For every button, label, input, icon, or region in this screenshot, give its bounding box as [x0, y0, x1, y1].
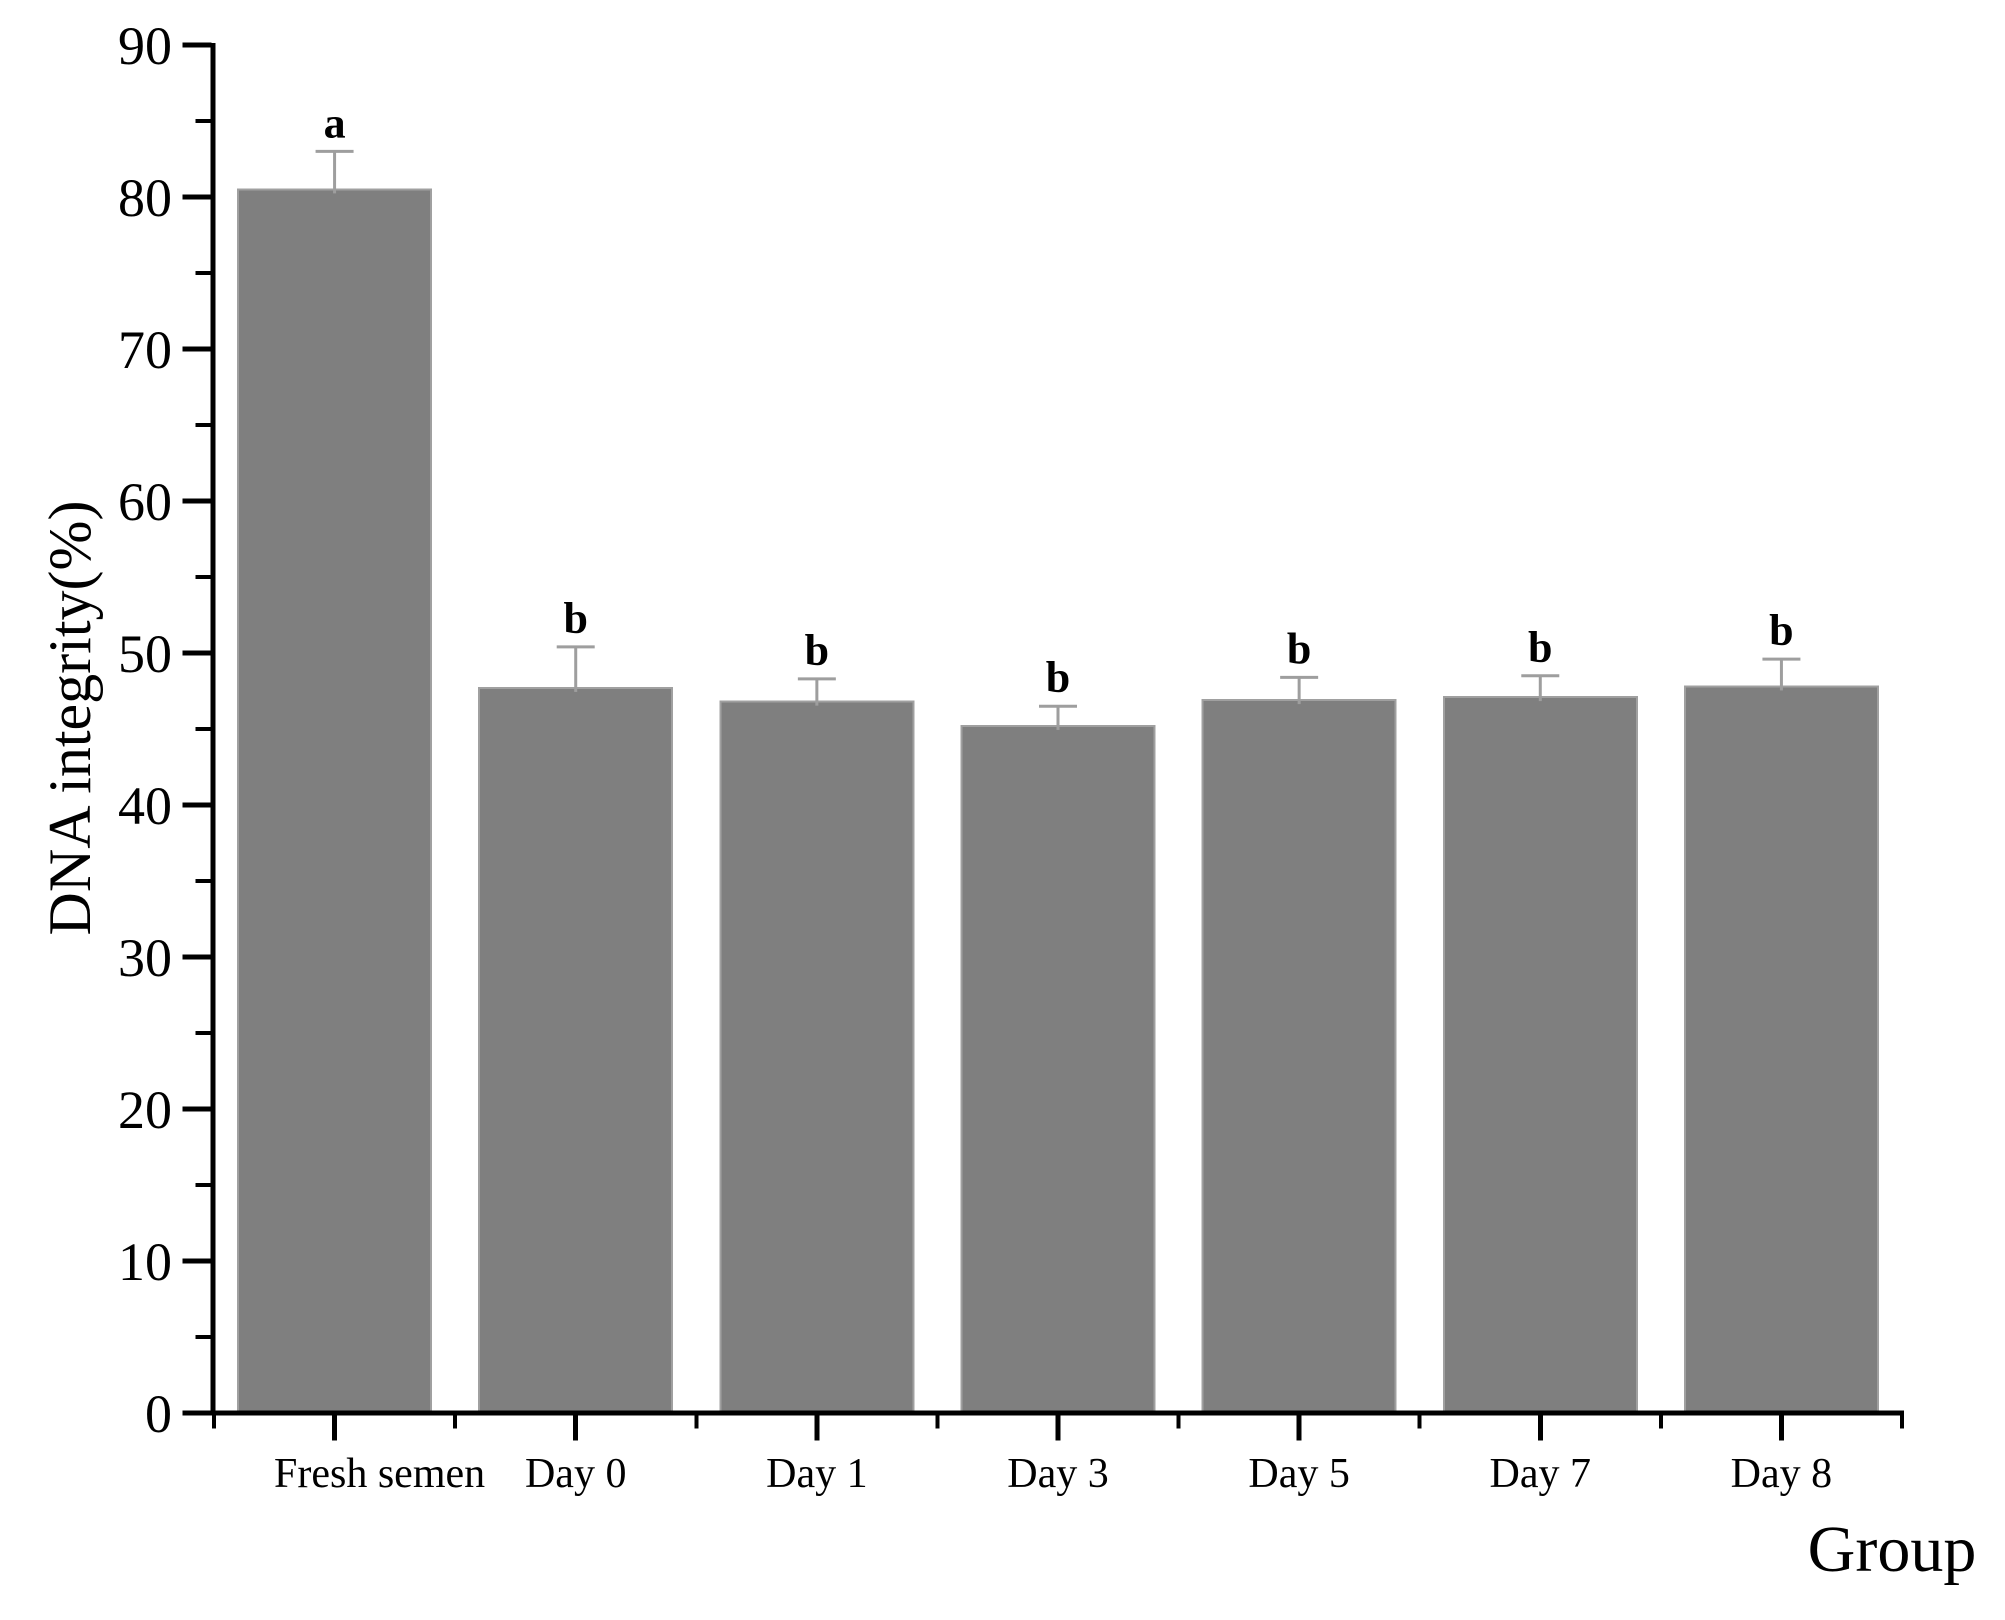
significance-letter: b — [1528, 623, 1552, 672]
y-tick-label: 0 — [145, 1384, 172, 1444]
significance-letter: b — [805, 626, 829, 675]
y-axis-title: DNA integrity(%) — [37, 500, 103, 936]
bar — [478, 686, 674, 1414]
y-tick-label: 80 — [118, 168, 172, 228]
x-category-label: Fresh semen — [274, 1451, 485, 1497]
x-category-label: Day 3 — [1007, 1451, 1108, 1497]
y-tick-label: 90 — [118, 16, 172, 76]
x-category-label: Day 5 — [1248, 1451, 1349, 1497]
significance-letter: a — [324, 98, 346, 147]
bar — [719, 700, 915, 1414]
x-category-label: Day 1 — [766, 1451, 867, 1497]
y-tick-label: 50 — [118, 624, 172, 684]
bar — [1683, 685, 1879, 1414]
y-tick-label: 10 — [118, 1232, 172, 1292]
x-category-label: Day 0 — [525, 1451, 626, 1497]
y-tick-label: 70 — [118, 320, 172, 380]
y-tick-label: 40 — [118, 776, 172, 836]
bar — [960, 724, 1156, 1414]
significance-letter: b — [563, 594, 587, 643]
significance-letter: b — [1769, 606, 1793, 655]
bar — [237, 188, 433, 1414]
y-tick-label: 20 — [118, 1080, 172, 1140]
significance-letter: b — [1287, 624, 1311, 673]
y-tick-label: 60 — [118, 472, 172, 532]
x-category-label: Day 8 — [1731, 1451, 1832, 1497]
bar — [1201, 699, 1397, 1414]
bar — [1442, 696, 1638, 1414]
significance-letter: b — [1046, 653, 1070, 702]
y-tick-label: 30 — [118, 928, 172, 988]
x-category-label: Day 7 — [1490, 1451, 1591, 1497]
x-axis-title: Group — [1807, 1513, 1977, 1586]
